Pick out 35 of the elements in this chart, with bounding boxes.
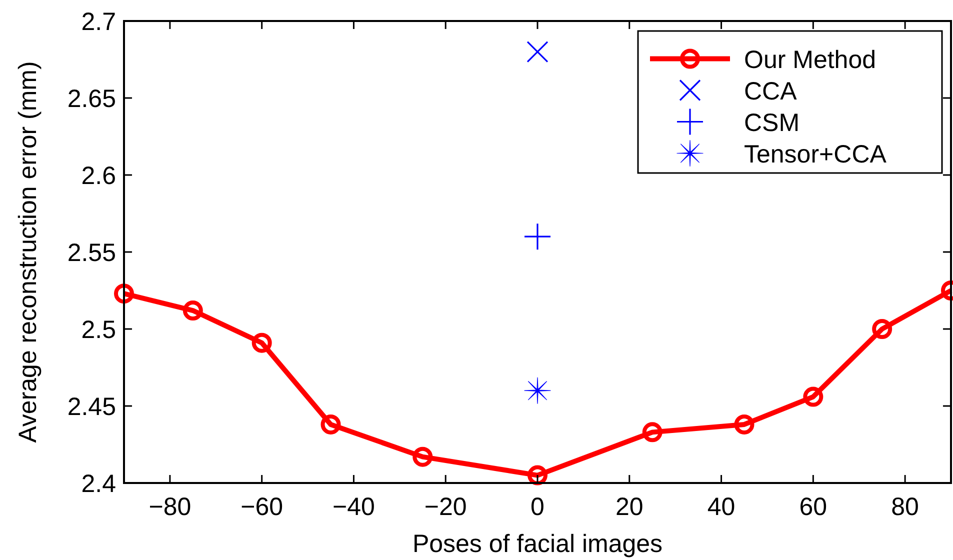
point [252, 332, 272, 353]
x-tick-label: −20 [424, 493, 467, 521]
legend-label: CSM [744, 108, 800, 137]
x-tick-label: −80 [148, 493, 192, 521]
point [642, 422, 662, 442]
x-tick-label: 80 [891, 493, 919, 521]
point [320, 414, 341, 434]
legend-label: CCA [744, 77, 798, 106]
point [114, 284, 134, 304]
legend-label: Tensor+CCA [744, 140, 887, 168]
y-axis-title: Average reconstruction error (mm) [14, 61, 42, 443]
x-tick-label: 60 [799, 493, 828, 521]
point [412, 446, 433, 467]
x-tick-label: 0 [530, 493, 544, 521]
x-tick-label: 40 [707, 493, 736, 521]
point [734, 414, 754, 434]
y-tick-label: 2.65 [67, 85, 116, 113]
y-tick-label: 2.5 [81, 316, 116, 344]
point [526, 41, 548, 63]
x-tick-label: −60 [240, 493, 284, 521]
x-axis-title: Poses of facial images [412, 530, 663, 558]
y-tick-label: 2.6 [81, 162, 116, 190]
y-tick-label: 2.45 [67, 393, 116, 421]
y-tick-label: 2.7 [81, 8, 116, 36]
x-tick-label: −40 [332, 493, 375, 521]
y-tick-label: 2.4 [81, 470, 116, 498]
x-tick-label: 20 [615, 493, 644, 521]
point [524, 224, 550, 250]
point [803, 386, 824, 407]
point [872, 319, 892, 339]
legend-label: Our Method [744, 46, 876, 74]
point [528, 465, 548, 486]
point [524, 377, 551, 404]
point [182, 300, 203, 321]
y-tick-label: 2.55 [67, 239, 116, 267]
